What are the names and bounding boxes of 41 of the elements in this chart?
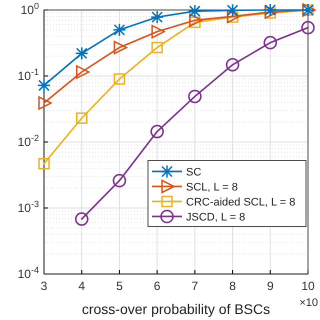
y-tick-label: 10$^{-3}$ — [18, 199, 39, 216]
point — [189, 13, 203, 27]
y-tick-label: 10$^{-4}$ — [18, 265, 39, 282]
legend-label: SC — [186, 166, 202, 178]
x-tick-label: 3 — [40, 279, 48, 294]
x-tick-label: 9 — [266, 279, 274, 294]
point — [151, 24, 165, 38]
legend-label: CRC-aided SCL, L = 8 — [186, 196, 296, 208]
point — [76, 65, 90, 79]
x-tick-label: 5 — [116, 279, 124, 294]
point — [151, 42, 163, 54]
x-tick-label: 6 — [154, 279, 161, 294]
legend-label: SCL, L = 8 — [186, 181, 238, 194]
x-tick-label: 4 — [78, 279, 86, 294]
point — [188, 90, 202, 104]
point — [188, 4, 202, 18]
point — [114, 40, 128, 54]
y-tick-label: 10$^{-2}$ — [18, 133, 39, 150]
x-tick-label: 10 — [301, 279, 315, 294]
point — [150, 124, 164, 138]
legend-label: JSCD, L = 8 — [186, 211, 246, 224]
point — [38, 96, 52, 110]
point — [264, 36, 278, 50]
point — [114, 73, 126, 85]
point — [112, 23, 126, 37]
text: ×10 — [299, 297, 318, 309]
point — [150, 10, 164, 24]
point — [112, 174, 126, 188]
x-tick-label: 8 — [229, 279, 236, 294]
point — [74, 212, 88, 226]
point — [74, 46, 88, 60]
point — [301, 20, 315, 34]
point — [226, 4, 240, 18]
point — [226, 58, 240, 72]
y-tick-label: 10$^{-1}$ — [18, 67, 39, 84]
x-tick-label: 7 — [192, 279, 199, 294]
x-axis-title: cross-over probability of BSCs — [82, 301, 270, 317]
point — [37, 78, 51, 92]
y-tick-label: 10$^{0}$ — [20, 1, 39, 18]
point — [38, 158, 50, 170]
point — [76, 112, 88, 124]
